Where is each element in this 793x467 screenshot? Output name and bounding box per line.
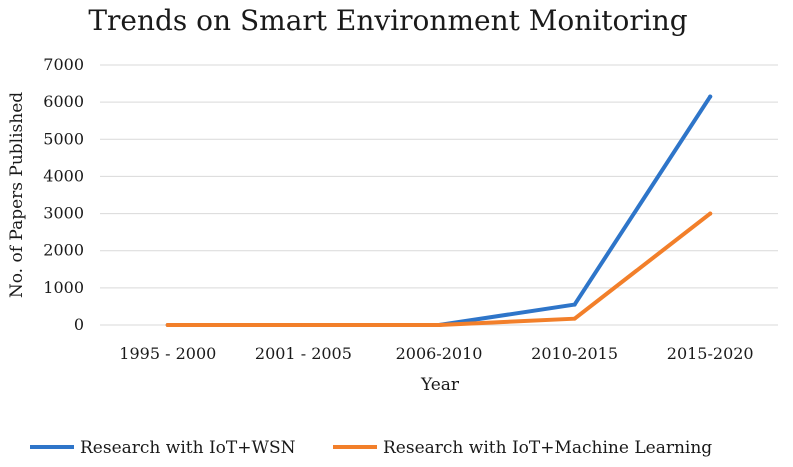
gridlines [100,64,778,326]
x-tick-label: 1995 - 2000 [119,344,216,363]
y-axis-label: No. of Papers Published [7,92,27,298]
data-point [708,211,713,216]
x-tick-labels: 1995 - 2000 2001 - 2005 2006-2010 2010-2015… [119,344,753,363]
data-point [301,323,306,327]
data-point [572,302,577,307]
y-tick-label: 1000 [43,278,84,297]
y-tick-labels: 0 1000 2000 3000 4000 5000 6000 7000 [43,55,84,334]
y-tick-label: 5000 [43,129,84,148]
data-point [437,323,441,327]
x-tick-label: 2006-2010 [396,344,483,363]
y-tick-label: 0 [74,315,84,334]
y-tick-label: 3000 [43,204,84,223]
legend-label: Research with IoT+WSN [80,438,296,458]
series-line-2 [165,211,713,327]
series-lines [165,94,713,327]
x-tick-label: 2010-2015 [531,344,618,363]
x-tick-label: 2001 - 2005 [255,344,352,363]
data-point [165,323,170,327]
y-tick-label: 2000 [43,241,84,260]
y-tick-label: 4000 [43,166,84,185]
chart-title: Trends on Smart Environment Monitoring [88,4,687,37]
data-point [572,316,577,321]
y-tick-label: 6000 [43,92,84,111]
x-axis-label: Year [420,375,460,395]
legend: Research with IoT+WSN Research with IoT+M… [30,438,712,458]
legend-label: Research with IoT+Machine Learning [383,438,712,458]
x-tick-label: 2015-2020 [667,344,754,363]
y-tick-label: 7000 [43,55,84,74]
data-point [708,94,713,99]
series-line-1 [165,94,713,327]
